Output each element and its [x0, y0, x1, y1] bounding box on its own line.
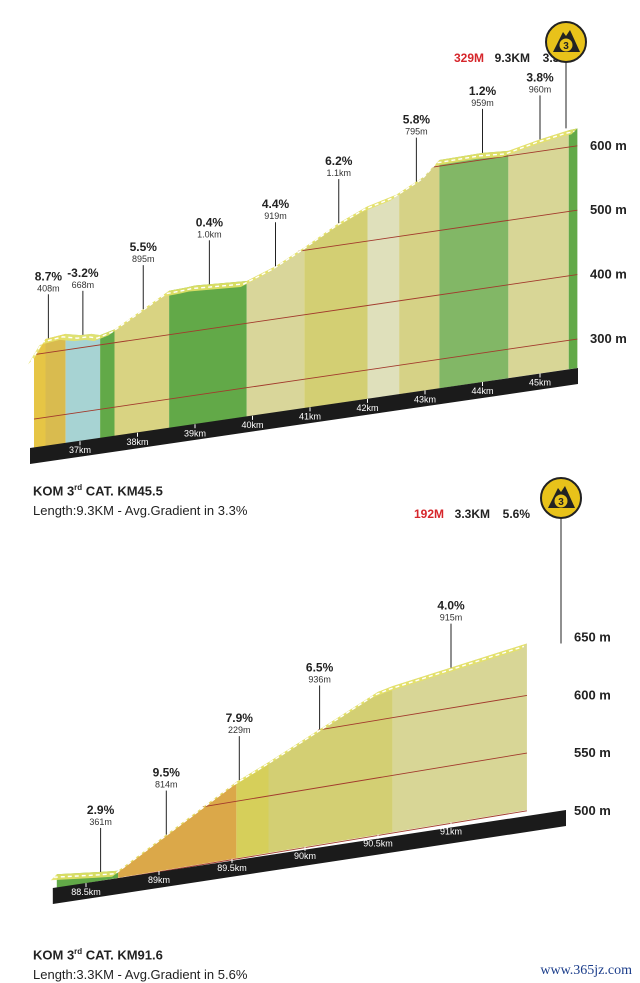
gradient-value: 5.8%: [403, 113, 431, 127]
climb-summary: 5.6% 3.3KM 192M: [414, 507, 530, 521]
y-tick-label: 500 m: [590, 202, 627, 217]
climb-1-caption: KOM 3rd CAT. KM45.5 Length:9.3KM - Avg.G…: [33, 483, 247, 518]
gradient-value: 7.9%: [226, 711, 254, 725]
gradient-value: 2.9%: [87, 803, 115, 817]
climb-2-title: KOM 3rd CAT. KM91.6: [33, 947, 163, 963]
gradient-value: 5.5%: [130, 240, 158, 254]
segment-length: 795m: [405, 127, 428, 137]
x-tick-label: 89km: [148, 875, 170, 885]
gradient-value: 3.8%: [526, 70, 554, 84]
grid-line: [318, 694, 527, 731]
gradient-value: 6.5%: [306, 660, 334, 674]
profile-segment: [399, 159, 440, 395]
segment-length: 1.1km: [326, 168, 351, 178]
x-tick-label: 88.5km: [71, 887, 101, 897]
segment-length: 668m: [72, 280, 95, 290]
y-tick-label: 600 m: [590, 138, 627, 153]
x-tick-label: 38km: [126, 437, 148, 447]
x-tick-label: 45km: [529, 378, 551, 388]
grid-line: [432, 145, 578, 168]
x-tick-label: 41km: [299, 411, 321, 421]
segment-length: 959m: [471, 98, 494, 108]
y-tick-label: 650 m: [574, 630, 611, 645]
climb-2-chart: 500 m 550 m 600 m 650 m 88.5km 89km 89.5km 90km…: [50, 477, 611, 904]
summary-length: 9.3KM: [495, 51, 530, 65]
y-tick-label: 500 m: [574, 803, 611, 818]
y-tick-label: 400 m: [590, 267, 627, 282]
gradient-value: 0.4%: [196, 215, 224, 229]
badge-number: 3: [563, 41, 569, 52]
profile-segment: [169, 281, 247, 429]
y-tick-label: 600 m: [574, 687, 611, 702]
x-tick-label: 91km: [440, 827, 462, 837]
grid-line: [36, 274, 578, 355]
badge-number-bg: [559, 38, 573, 52]
profile-segment: [100, 329, 115, 439]
gradient-value: 1.2%: [469, 84, 497, 98]
kom-category-3-icon: 3: [545, 21, 587, 129]
x-tick-label: 40km: [241, 420, 263, 430]
x-tick-label: 43km: [414, 394, 436, 404]
summary-elevation-gain: 192M: [414, 507, 444, 521]
x-tick-label: 90.5km: [363, 839, 393, 849]
kom-category-3-icon: 3: [540, 477, 582, 644]
x-tick-label: 42km: [356, 403, 378, 413]
profile-segment: [304, 206, 368, 409]
badge-number-bg: [554, 494, 568, 508]
gradient-value: -3.2%: [67, 266, 99, 280]
x-tick-label: 90km: [294, 851, 316, 861]
gradient-value: 9.5%: [153, 766, 181, 780]
badge-number: 3: [558, 497, 564, 508]
profile-segment: [236, 762, 269, 859]
grid-line: [298, 209, 578, 252]
profile-segment: [65, 333, 101, 444]
x-tick-label: 39km: [184, 428, 206, 438]
segment-length: 814m: [155, 780, 178, 790]
x-tick-label: 89.5km: [217, 863, 247, 873]
gradient-value: 6.2%: [325, 154, 353, 168]
summary-length: 3.3KM: [455, 507, 490, 521]
segment-length: 915m: [440, 613, 463, 623]
gradient-value: 8.7%: [35, 269, 63, 283]
summary-elevation-gain: 329M: [454, 51, 484, 65]
segment-length: 408m: [37, 283, 60, 293]
base-strip: [30, 368, 578, 464]
y-tick-label: 300 m: [590, 331, 627, 346]
grid-line: [33, 338, 578, 420]
segment-length: 936m: [308, 674, 331, 684]
segment-length: 895m: [132, 254, 155, 264]
segment-length: 960m: [529, 84, 552, 94]
profile-segment: [114, 290, 170, 437]
profile-segment: [246, 247, 305, 417]
profile-segment: [45, 333, 66, 447]
x-tick-label: 44km: [471, 386, 493, 396]
profile-segment: [268, 686, 393, 853]
watermark: www.365jz.com: [540, 963, 632, 978]
summary-gradient: 5.6%: [503, 507, 531, 521]
x-tick-label: 37km: [69, 445, 91, 455]
base-strip: [52, 810, 567, 904]
segment-length: 361m: [89, 817, 112, 827]
segment-length: 229m: [228, 725, 251, 735]
segment-length: 1.0km: [197, 229, 222, 239]
y-tick-label: 550 m: [574, 745, 611, 760]
climb-1-title: KOM 3rd CAT. KM45.5: [33, 483, 163, 499]
climb-1-subtitle: Length:9.3KM - Avg.Gradient in 3.3%: [33, 503, 248, 519]
profile-segment: [439, 150, 509, 389]
profile-segment: [367, 192, 400, 399]
profile-segment: [34, 339, 46, 448]
climb-1-chart: 300 m 400 m 500 m 600 m 37km 38km 39km 40km 41km…: [28, 21, 627, 464]
road-centerline: [30, 130, 575, 362]
segment-length: 919m: [264, 211, 287, 221]
climb-2-subtitle: Length:3.3KM - Avg.Gradient in 5.6%: [33, 967, 248, 983]
grid-line: [202, 752, 527, 808]
profile-segment: [392, 643, 527, 833]
gradient-value: 4.0%: [437, 599, 465, 613]
climb-2-caption: KOM 3rd CAT. KM91.6 Length:3.3KM - Avg.G…: [33, 947, 247, 982]
profile-segment: [508, 130, 569, 379]
profile-segment: [568, 128, 578, 370]
gradient-value: 4.4%: [262, 197, 290, 211]
